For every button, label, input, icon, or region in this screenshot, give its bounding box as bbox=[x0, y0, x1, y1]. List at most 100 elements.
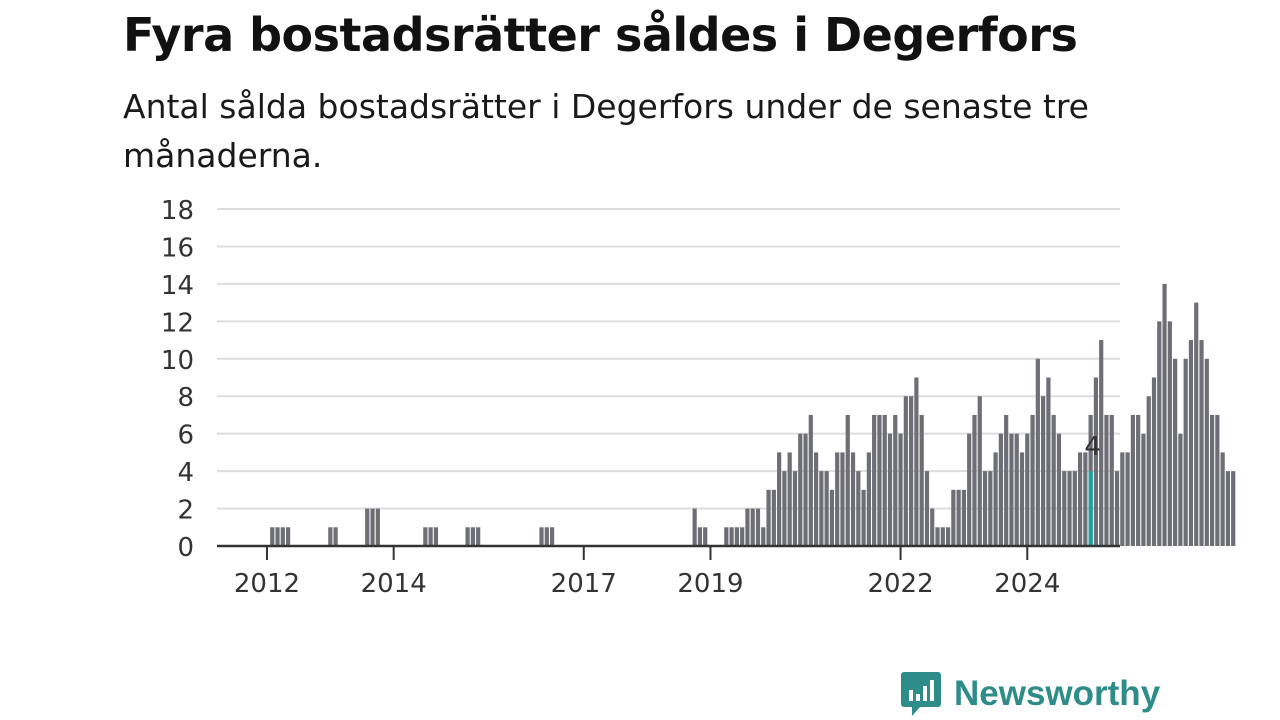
bar bbox=[803, 433, 808, 546]
bar bbox=[275, 527, 280, 546]
highlight-bar bbox=[1088, 471, 1093, 546]
bar bbox=[798, 433, 803, 546]
bar bbox=[1183, 358, 1188, 546]
bar bbox=[961, 489, 967, 546]
y-tick-label: 16 bbox=[161, 233, 194, 263]
bar bbox=[697, 527, 703, 546]
bar bbox=[1173, 358, 1178, 546]
bar bbox=[919, 414, 924, 546]
bar bbox=[977, 396, 982, 546]
bar bbox=[951, 489, 956, 546]
bar bbox=[750, 508, 755, 546]
bar bbox=[819, 471, 824, 546]
bar bbox=[813, 452, 819, 546]
bar bbox=[428, 527, 433, 546]
bar bbox=[1109, 414, 1114, 546]
bar bbox=[850, 452, 856, 546]
bar bbox=[771, 489, 776, 546]
bars bbox=[270, 283, 1236, 546]
bar bbox=[1178, 433, 1183, 546]
bar bbox=[988, 471, 993, 546]
bar bbox=[1220, 452, 1225, 546]
bar bbox=[1035, 358, 1040, 546]
x-tick-label: 2017 bbox=[551, 569, 617, 599]
bar bbox=[898, 433, 903, 546]
bar bbox=[877, 414, 882, 546]
bar bbox=[1046, 377, 1051, 546]
bar bbox=[903, 396, 908, 546]
x-tick-label: 2022 bbox=[867, 569, 933, 599]
bar bbox=[333, 527, 338, 546]
bar bbox=[539, 527, 544, 546]
bar bbox=[745, 508, 750, 546]
y-tick-label: 8 bbox=[177, 383, 194, 413]
y-tick-label: 2 bbox=[177, 496, 194, 526]
bar bbox=[967, 433, 972, 546]
bar bbox=[1099, 340, 1104, 546]
bar bbox=[893, 414, 898, 546]
chart-subtitle: Antal sålda bostadsrätter i Degerfors un… bbox=[123, 87, 1089, 175]
bar bbox=[755, 508, 761, 546]
bar bbox=[1157, 321, 1162, 546]
bar bbox=[829, 489, 835, 546]
bar bbox=[724, 527, 729, 546]
newsworthy-logo-icon bbox=[901, 672, 941, 716]
bar bbox=[433, 527, 439, 546]
bar bbox=[861, 489, 866, 546]
bar bbox=[285, 527, 291, 546]
bar bbox=[1199, 340, 1204, 546]
bar bbox=[1146, 396, 1151, 546]
bar bbox=[703, 527, 708, 546]
bar bbox=[1188, 340, 1194, 546]
bar bbox=[1009, 433, 1014, 546]
bar bbox=[1056, 433, 1062, 546]
bar bbox=[1231, 471, 1236, 546]
bar bbox=[1104, 414, 1109, 546]
bar bbox=[375, 508, 380, 546]
bar bbox=[1025, 433, 1030, 546]
bar bbox=[280, 527, 285, 546]
bar bbox=[840, 452, 845, 546]
bar bbox=[729, 527, 734, 546]
y-tick-label: 18 bbox=[161, 196, 194, 226]
y-axis-ticks: 0 2 4 6 8 10 12 14 16 18 bbox=[161, 196, 194, 563]
bar bbox=[549, 527, 555, 546]
bar bbox=[1041, 396, 1046, 546]
bar bbox=[761, 527, 766, 546]
y-tick-label: 12 bbox=[161, 308, 194, 338]
bar bbox=[1114, 471, 1120, 546]
bar bbox=[1141, 433, 1146, 546]
y-tick-label: 6 bbox=[177, 421, 194, 451]
bar bbox=[866, 452, 871, 546]
bar bbox=[777, 452, 782, 546]
bar bbox=[270, 527, 275, 546]
x-tick-label: 2012 bbox=[234, 569, 300, 599]
bar bbox=[423, 527, 428, 546]
newsworthy-logo[interactable]: Newsworthy bbox=[900, 670, 1160, 718]
x-tick-label: 2024 bbox=[994, 569, 1060, 599]
highlight-value-label: 4 bbox=[1084, 432, 1101, 462]
bar bbox=[1194, 302, 1199, 546]
bar bbox=[782, 471, 787, 546]
bar bbox=[1209, 414, 1215, 546]
bar-chart: 0 2 4 6 8 10 12 14 16 18 2012 2014 2017 2019 2022 2024… bbox=[161, 196, 1236, 599]
bar bbox=[1077, 452, 1083, 546]
bar bbox=[1093, 377, 1099, 546]
brand-name: Newsworthy bbox=[954, 674, 1161, 713]
bar bbox=[766, 489, 771, 546]
bar bbox=[956, 489, 961, 546]
chart-title: Fyra bostadsrätter såldes i Degerfors bbox=[123, 8, 1078, 62]
bar bbox=[882, 414, 887, 546]
bar bbox=[872, 414, 877, 546]
bar bbox=[465, 527, 470, 546]
y-tick-label: 10 bbox=[161, 346, 194, 376]
bar bbox=[792, 471, 798, 546]
bar bbox=[328, 527, 333, 546]
bar bbox=[787, 452, 792, 546]
bar bbox=[1019, 452, 1025, 546]
bar bbox=[1162, 283, 1167, 546]
bar bbox=[1151, 377, 1157, 546]
bar bbox=[982, 471, 988, 546]
bar bbox=[1167, 321, 1172, 546]
bar bbox=[1014, 433, 1019, 546]
